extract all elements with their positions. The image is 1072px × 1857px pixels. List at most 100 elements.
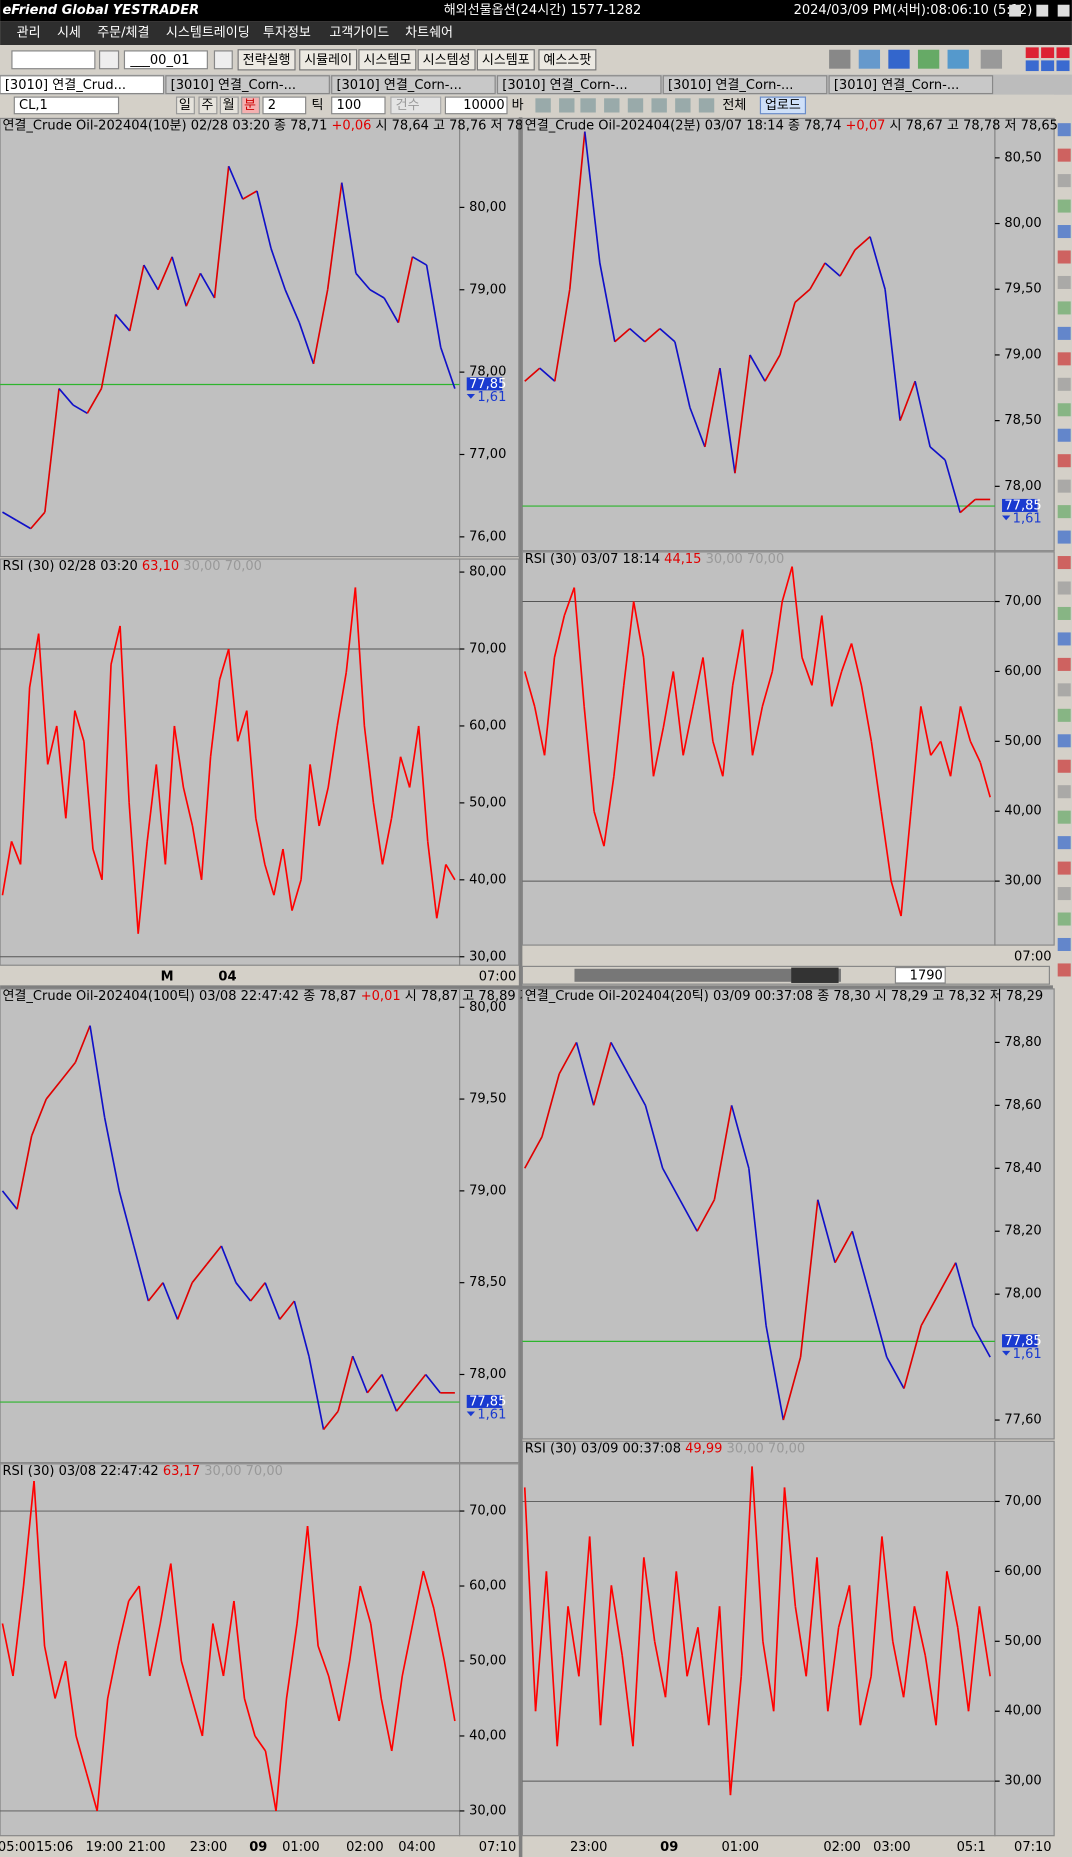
side-icon[interactable] — [1057, 530, 1071, 544]
chart-tool-icon[interactable] — [559, 98, 575, 113]
combo[interactable] — [331, 96, 386, 115]
side-icon[interactable] — [1057, 326, 1071, 340]
chart-tool-icon[interactable] — [580, 98, 596, 113]
menu-item[interactable]: 주문/체결 — [97, 26, 149, 41]
side-icon[interactable] — [1057, 505, 1071, 519]
side-icon[interactable] — [1057, 148, 1071, 162]
y-tick-label: 30,00 — [1004, 874, 1041, 889]
number-icon[interactable] — [1041, 47, 1055, 59]
tab[interactable] — [0, 75, 165, 95]
chart-tool-icon[interactable] — [627, 98, 644, 113]
combo[interactable] — [262, 96, 307, 115]
chart-tool-icon[interactable] — [675, 98, 691, 113]
side-icon[interactable] — [1057, 683, 1071, 697]
chart-tool-icon[interactable] — [698, 98, 715, 113]
side-icon[interactable] — [1057, 861, 1071, 875]
rsi-segment — [408, 725, 420, 788]
number-icon[interactable] — [1025, 47, 1039, 59]
side-icon[interactable] — [1057, 123, 1071, 137]
combo[interactable] — [123, 50, 208, 70]
number-icon[interactable] — [1056, 60, 1070, 72]
combo[interactable] — [11, 50, 96, 70]
side-icon[interactable] — [1057, 759, 1071, 773]
window-button[interactable] — [1057, 4, 1070, 17]
toolbar-icon[interactable] — [888, 49, 910, 69]
toolbar-icon[interactable] — [980, 49, 1003, 69]
number-icon[interactable] — [1025, 60, 1039, 72]
tab[interactable] — [662, 75, 828, 95]
side-icon[interactable] — [1057, 199, 1071, 213]
side-icon[interactable] — [1057, 454, 1071, 468]
menu-item[interactable]: 관리 — [17, 26, 41, 41]
rsi-segment — [675, 1571, 688, 1677]
number-icon[interactable] — [1041, 60, 1055, 72]
add-button[interactable] — [213, 50, 233, 70]
chart-tool-icon[interactable] — [535, 98, 551, 113]
all-button[interactable]: 전체 — [722, 98, 746, 113]
input[interactable] — [444, 96, 508, 115]
scroll-thumb[interactable] — [791, 967, 839, 983]
menu-item[interactable]: 시세 — [57, 26, 81, 41]
toolbar-icon[interactable] — [858, 49, 881, 69]
tool-button[interactable] — [299, 49, 358, 71]
toolbar-icon[interactable] — [917, 49, 940, 69]
combo[interactable] — [13, 96, 120, 115]
side-icon[interactable] — [1057, 377, 1071, 391]
side-icon[interactable] — [1057, 581, 1071, 595]
side-icon[interactable] — [1057, 250, 1071, 264]
side-icon[interactable] — [1057, 301, 1071, 315]
side-icon[interactable] — [1057, 963, 1071, 977]
side-icon[interactable] — [1057, 810, 1071, 824]
tool-button[interactable] — [358, 49, 417, 71]
scroll-overview[interactable] — [574, 968, 841, 982]
price-segment — [284, 289, 301, 324]
tab[interactable] — [165, 75, 330, 95]
side-icon[interactable] — [1057, 225, 1071, 239]
side-icon[interactable] — [1057, 174, 1071, 188]
side-icon[interactable] — [1057, 352, 1071, 366]
tool-button[interactable] — [417, 49, 476, 71]
chart-tool-icon[interactable] — [604, 98, 620, 113]
side-icon[interactable] — [1057, 403, 1071, 417]
menu-item[interactable]: 고객가이드 — [329, 26, 389, 41]
number-icon[interactable] — [1056, 47, 1070, 59]
period-button[interactable] — [241, 96, 261, 115]
menu-item[interactable]: 차트쉐어 — [405, 26, 453, 41]
tab[interactable] — [496, 75, 662, 95]
side-icon[interactable] — [1057, 912, 1071, 926]
upload-button[interactable] — [759, 96, 807, 115]
side-icon[interactable] — [1057, 937, 1071, 952]
tool-button[interactable] — [237, 49, 296, 71]
side-icon[interactable] — [1057, 836, 1071, 850]
period-button[interactable] — [175, 96, 195, 115]
side-icon[interactable] — [1057, 785, 1071, 799]
side-icon[interactable] — [1057, 606, 1071, 620]
side-icon[interactable] — [1057, 887, 1071, 901]
side-icon[interactable] — [1057, 632, 1071, 646]
side-icon[interactable] — [1057, 657, 1071, 671]
toolbar-icon[interactable] — [947, 49, 969, 69]
period-button[interactable] — [198, 96, 218, 115]
window-button[interactable] — [1036, 4, 1049, 17]
last-price-box — [466, 1394, 503, 1408]
tab[interactable] — [331, 75, 496, 95]
side-icon[interactable] — [1057, 428, 1071, 442]
count-input[interactable] — [894, 966, 946, 984]
window-button[interactable] — [1009, 4, 1021, 17]
tab[interactable] — [828, 75, 994, 95]
period-button[interactable] — [219, 96, 239, 115]
side-icon[interactable] — [1057, 275, 1071, 289]
combo[interactable] — [390, 96, 442, 115]
tool-button[interactable] — [476, 49, 535, 71]
side-icon[interactable] — [1057, 708, 1071, 722]
side-icon[interactable] — [1057, 556, 1071, 570]
menu-item[interactable]: 시스템트레이딩 — [166, 26, 250, 41]
search-button[interactable] — [98, 50, 120, 70]
tool-button[interactable] — [538, 49, 597, 71]
toolbar-icon[interactable] — [829, 49, 851, 69]
menu-item[interactable]: 투자정보 — [263, 26, 311, 41]
price-segment — [256, 190, 272, 249]
chart-tool-icon[interactable] — [651, 98, 667, 113]
side-icon[interactable] — [1057, 734, 1071, 748]
side-icon[interactable] — [1057, 479, 1071, 493]
